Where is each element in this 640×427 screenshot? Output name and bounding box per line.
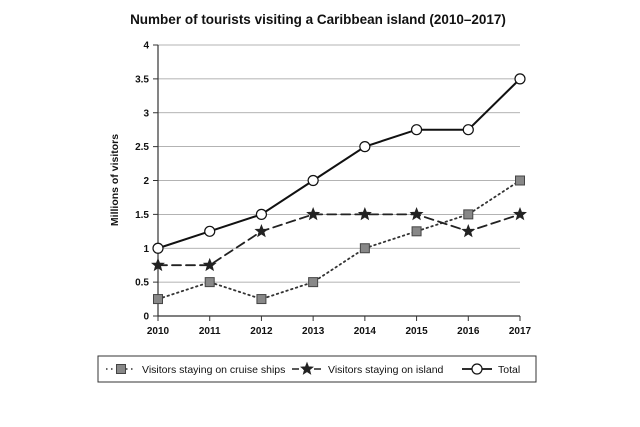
legend-marker: [471, 363, 483, 375]
y-tick-label: 0.5: [135, 278, 149, 289]
x-tick-label: 2015: [405, 326, 428, 337]
series-0: [153, 175, 525, 305]
legend-label: Visitors staying on island: [328, 364, 444, 376]
x-tick-label: 2011: [199, 326, 221, 337]
y-tick-label: 2.5: [135, 142, 149, 153]
legend-entry: Visitors staying on cruise ships: [106, 364, 285, 376]
data-point: [152, 242, 164, 254]
data-point: [359, 141, 371, 153]
y-tick-label: 0: [143, 312, 149, 323]
series-1: [151, 207, 527, 272]
series-2: [152, 73, 526, 254]
data-point: [204, 277, 215, 288]
data-point: [515, 175, 525, 186]
data-point: [254, 223, 269, 238]
data-point: [463, 209, 474, 220]
legend-label: Total: [498, 364, 520, 376]
legend-marker: [116, 364, 126, 374]
data-point: [202, 257, 217, 272]
series-line: [157, 77, 521, 250]
data-point: [306, 207, 321, 221]
x-tick-label: 2012: [250, 326, 273, 337]
data-point: [513, 207, 527, 221]
legend: Visitors staying on cruise ships Visitors…: [97, 355, 537, 383]
series-layer: [151, 73, 527, 305]
y-tick-label: 4: [143, 41, 149, 52]
x-tick-label: 2014: [354, 326, 377, 337]
y-tick-label: 1.5: [135, 210, 149, 221]
legend-entry: Total: [462, 363, 520, 376]
data-point: [307, 174, 319, 187]
gridlines: [158, 44, 520, 283]
data-point: [357, 207, 372, 221]
data-point: [410, 124, 423, 136]
data-point: [462, 124, 474, 136]
data-point: [151, 257, 165, 272]
y-tick-label: 3.5: [135, 74, 149, 85]
data-point: [256, 294, 267, 305]
data-point: [308, 277, 319, 288]
data-point: [514, 73, 526, 85]
y-tick-labels: 0 0.5 1 1.5 2 2.5 3 3.5 4: [135, 41, 158, 323]
data-point: [255, 208, 268, 220]
y-axis-label: Millions of visitors: [109, 134, 121, 226]
chart-title: Number of tourists visiting a Caribbean …: [130, 12, 506, 27]
x-tick-label: 2017: [509, 326, 532, 337]
data-point: [204, 225, 216, 237]
series-line: [157, 179, 521, 301]
legend-box: [97, 355, 537, 383]
legend-entry: Visitors staying on island: [292, 361, 444, 376]
data-point: [411, 226, 422, 237]
data-point: [409, 207, 424, 221]
legend-marker: [300, 361, 314, 375]
data-point: [461, 223, 476, 238]
x-tick-label: 2010: [147, 326, 170, 337]
y-tick-label: 3: [143, 108, 149, 119]
data-point: [153, 294, 163, 305]
series-line: [157, 213, 521, 267]
legend-entries: Visitors staying on cruise ships Visitors…: [106, 361, 520, 376]
legend-label: Visitors staying on cruise ships: [142, 364, 285, 376]
x-tick-label: 2016: [457, 326, 480, 337]
data-point: [359, 243, 370, 254]
x-tick-labels: 2010 2011 2012 2013 2014 2015 2016 2017: [147, 316, 532, 337]
y-tick-label: 2: [143, 176, 149, 187]
x-tick-label: 2013: [302, 326, 325, 337]
y-tick-label: 1: [143, 244, 149, 255]
